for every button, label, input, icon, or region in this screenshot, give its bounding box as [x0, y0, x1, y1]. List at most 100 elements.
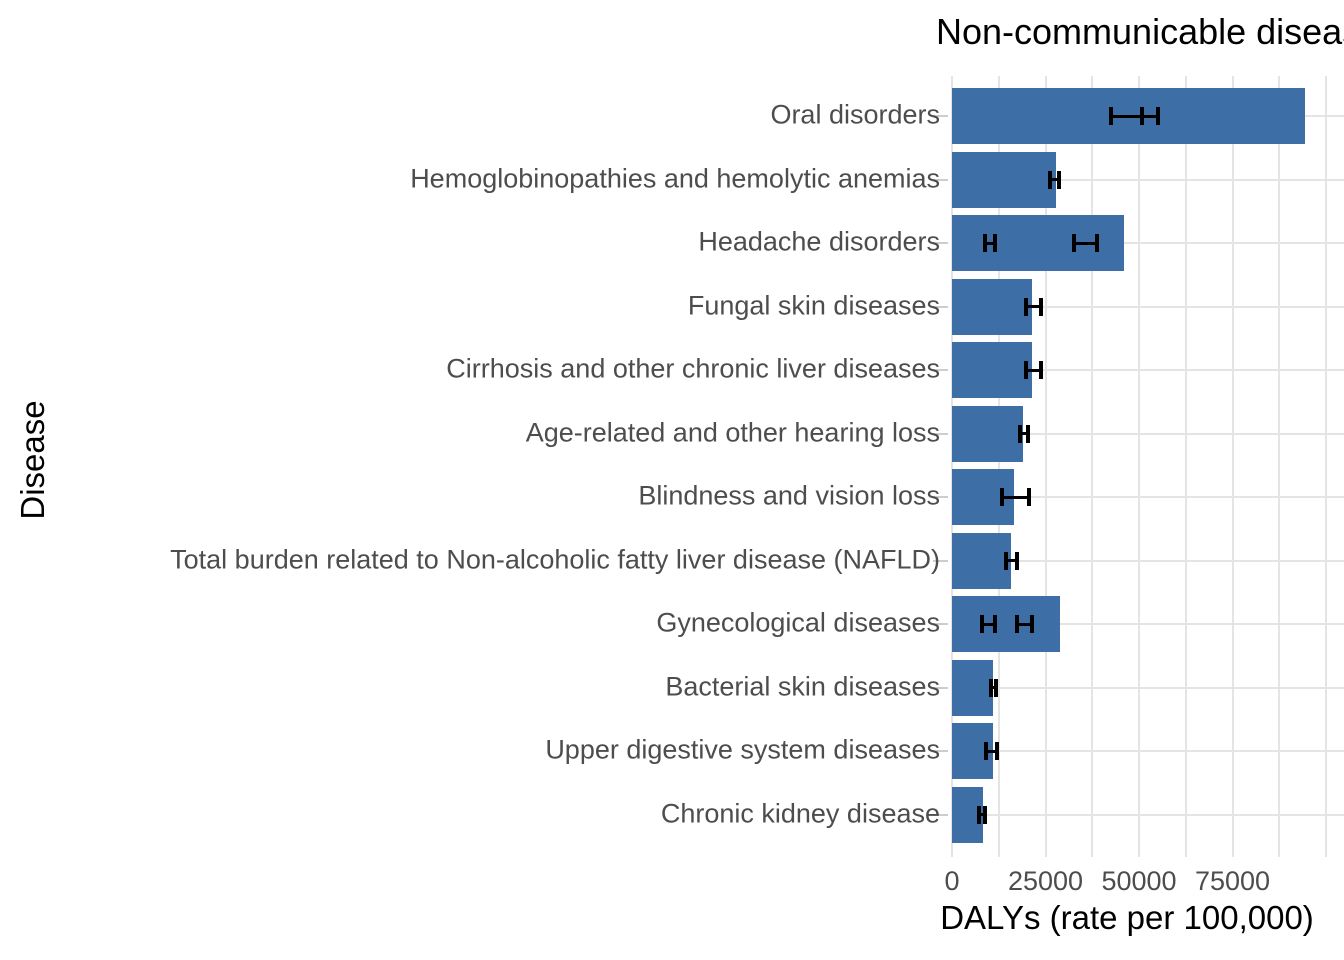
y-axis-tick [933, 369, 948, 371]
error-bar-line [1020, 432, 1029, 435]
gridline-vertical [1184, 76, 1187, 857]
gridline-vertical [1231, 76, 1234, 857]
y-category-label: Fungal skin diseases [687, 289, 940, 320]
y-category-label: Blindness and vision loss [638, 480, 940, 511]
x-tick-label: 25000 [1007, 866, 1084, 896]
y-axis-tick [933, 178, 948, 181]
error-bar-cap [1027, 488, 1032, 506]
y-axis-tick [933, 432, 948, 435]
error-bar-cap [988, 678, 993, 697]
gridline-horizontal [952, 369, 1344, 371]
error-bar-line [1026, 305, 1042, 308]
y-axis-tick [933, 813, 948, 816]
bar [952, 405, 1024, 462]
error-bar-line [1141, 114, 1158, 118]
gridline-horizontal [952, 178, 1344, 181]
error-bar-cap [1030, 615, 1035, 633]
bar [952, 596, 1061, 652]
error-bar-cap [992, 615, 997, 633]
gridline-vertical [997, 76, 1000, 857]
gridline-horizontal [952, 242, 1344, 244]
gridline-horizontal [952, 686, 1344, 689]
x-tick-label: 75000 [1194, 866, 1271, 896]
error-bar-line [1001, 495, 1030, 499]
error-bar-line [1110, 114, 1142, 118]
gridline-vertical [1278, 76, 1281, 857]
gridline-horizontal [952, 305, 1344, 308]
x-tick-label: 0 [944, 866, 960, 896]
error-bar-cap [979, 615, 984, 633]
y-axis-tick [933, 242, 948, 244]
y-category-label: Chronic kidney disease [660, 797, 940, 828]
error-bar-line [986, 749, 998, 753]
error-bar-cap [1047, 170, 1052, 189]
error-bar-cap [1018, 424, 1023, 443]
y-axis-tick [933, 686, 948, 689]
gridline-horizontal [952, 750, 1344, 752]
x-axis-title: DALYs (rate per 100,000) [940, 899, 1314, 936]
gridline-horizontal [952, 813, 1344, 816]
gridline-horizontal [952, 623, 1344, 625]
gridline-horizontal [952, 496, 1344, 498]
error-bar-cap [983, 234, 988, 252]
gridline-vertical [1138, 76, 1141, 857]
error-bar-cap [1004, 551, 1009, 570]
gridline-vertical [1091, 76, 1094, 857]
error-bar-cap [1024, 297, 1029, 316]
error-bar-cap [1039, 297, 1044, 316]
x-tick-label: 50000 [1101, 866, 1177, 896]
y-axis-tick [933, 623, 948, 625]
y-axis-tick [933, 750, 948, 752]
error-bar-line [981, 622, 995, 626]
y-axis-tick [933, 115, 948, 117]
gridline-vertical [951, 76, 953, 857]
error-bar-cap [1057, 170, 1062, 189]
error-bar-cap [1038, 361, 1043, 379]
bar [952, 342, 1032, 398]
y-category-label: Age-related and other hearing loss [525, 416, 940, 447]
error-bar-cap [1139, 107, 1144, 125]
error-bar-cap [993, 678, 998, 697]
y-category-label: Bacterial skin diseases [665, 670, 940, 701]
gridline-horizontal [952, 559, 1344, 562]
y-category-label: Gynecological diseases [656, 607, 940, 638]
chart-title: Non-communicable diseases [936, 11, 1344, 52]
error-bar-cap [995, 742, 1000, 760]
error-bar-cap [1026, 424, 1031, 443]
error-bar-cap [1023, 361, 1028, 379]
error-bar-cap [1155, 107, 1160, 125]
gridline-vertical [1325, 76, 1328, 857]
error-bar-cap [1108, 107, 1113, 125]
error-bar-line [1073, 241, 1097, 245]
bar [952, 278, 1033, 335]
y-category-label: Headache disorders [698, 226, 940, 257]
bar [952, 659, 993, 716]
error-bar-cap [1071, 234, 1076, 252]
error-bar-cap [983, 805, 988, 824]
error-bar-cap [992, 234, 997, 252]
bar [952, 151, 1056, 208]
error-bar-cap [977, 805, 982, 824]
y-axis-tick [933, 305, 948, 308]
error-bar-cap [1014, 551, 1019, 570]
y-axis-tick [933, 496, 948, 498]
y-category-label: Hemoglobinopathies and hemolytic anemias [410, 162, 940, 193]
error-bar-cap [999, 488, 1004, 506]
error-bar-cap [1014, 615, 1019, 633]
error-bar-cap [984, 742, 989, 760]
error-bar-line [979, 813, 986, 816]
error-bar-line [1025, 368, 1041, 372]
gridline-vertical [1044, 76, 1047, 857]
y-category-label: Upper digestive system diseases [545, 734, 940, 765]
error-bar-line [990, 686, 996, 689]
bar [952, 532, 1011, 589]
y-category-label: Cirrhosis and other chronic liver diseas… [446, 353, 940, 384]
y-category-label: Oral disorders [770, 99, 940, 130]
error-bar-line [1006, 559, 1017, 562]
error-bar-line [1016, 622, 1033, 626]
gridline-horizontal [952, 432, 1344, 435]
y-category-label: Total burden related to Non-alcoholic fa… [170, 543, 940, 574]
y-axis-tick [933, 559, 948, 562]
